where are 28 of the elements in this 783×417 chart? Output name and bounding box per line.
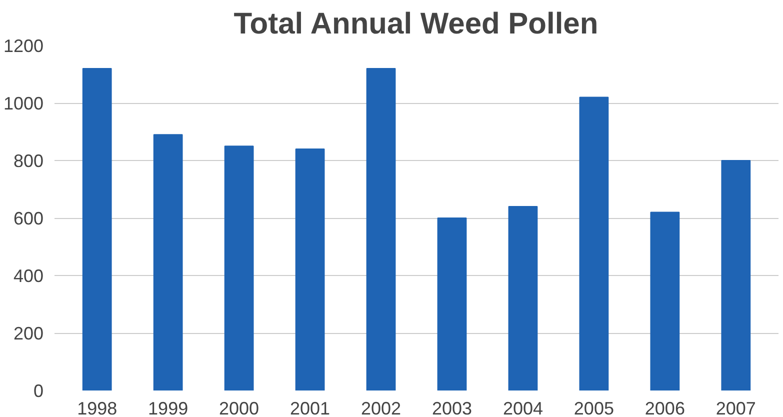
bar bbox=[366, 68, 396, 390]
x-tick-label: 2003 bbox=[432, 398, 472, 417]
y-tick-label: 1200 bbox=[3, 36, 44, 56]
bar bbox=[295, 148, 325, 390]
bar bbox=[224, 146, 254, 390]
x-tick-label: 2007 bbox=[716, 398, 756, 417]
x-tick-label: 1998 bbox=[77, 398, 118, 417]
x-tick-label: 2000 bbox=[219, 398, 260, 417]
bar bbox=[508, 206, 538, 390]
y-tick-label: 400 bbox=[13, 266, 44, 286]
chart-title: Total Annual Weed Pollen bbox=[234, 8, 598, 40]
bar bbox=[153, 134, 183, 390]
bar bbox=[579, 96, 609, 390]
bar bbox=[721, 160, 751, 390]
x-tick-label: 2006 bbox=[644, 398, 685, 417]
bar bbox=[650, 212, 680, 390]
y-tick-label: 0 bbox=[33, 381, 44, 401]
x-tick-label: 2005 bbox=[574, 398, 614, 417]
y-tick-label: 800 bbox=[13, 151, 44, 171]
x-tick-label: 2002 bbox=[360, 398, 402, 417]
x-tick-label: 2004 bbox=[502, 398, 543, 417]
bar bbox=[82, 68, 112, 390]
y-tick-label: 200 bbox=[13, 324, 44, 344]
x-tick-label: 1999 bbox=[148, 398, 188, 417]
bar bbox=[437, 218, 467, 390]
y-tick-label: 600 bbox=[13, 208, 44, 228]
y-tick-label: 1000 bbox=[3, 94, 44, 114]
x-tick-label: 2001 bbox=[290, 398, 330, 417]
